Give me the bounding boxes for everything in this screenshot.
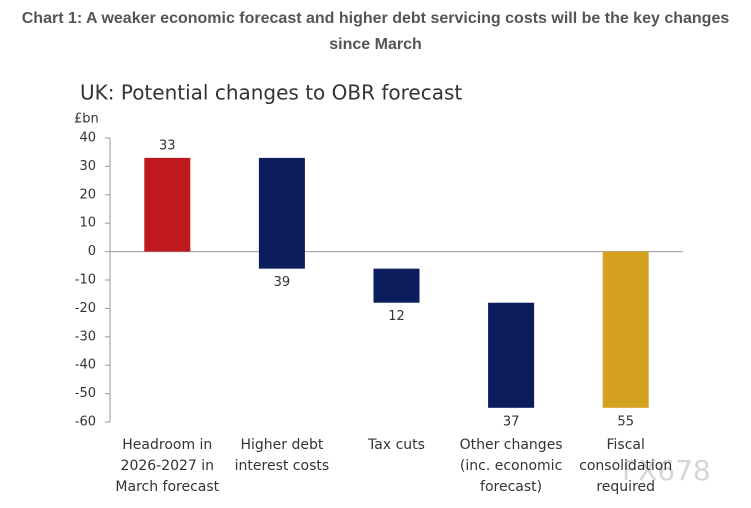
bar: [488, 302, 535, 408]
watermark: FX678: [622, 454, 711, 487]
y-tick-label: 0: [88, 244, 96, 259]
value-label: 39: [274, 275, 291, 290]
value-label: 33: [159, 138, 176, 153]
chart-title: Chart 1: A weaker economic forecast and …: [21, 10, 730, 53]
x-tick-label: March forecast: [115, 479, 219, 495]
y-tick-label: 40: [79, 131, 96, 146]
y-tick-label: 10: [79, 216, 96, 231]
y-tick-label: -20: [75, 301, 96, 316]
y-tick-label: 30: [79, 159, 96, 174]
x-tick-label: consolidation: [579, 458, 672, 474]
value-label: 37: [503, 414, 520, 429]
x-tick-label: Headroom in: [122, 437, 212, 453]
chart-subtitle: UK: Potential changes to OBR forecast: [80, 81, 462, 105]
y-tick-label: -10: [75, 273, 96, 288]
x-tick-label: forecast): [480, 479, 542, 495]
y-tick-label: -60: [75, 415, 96, 430]
x-tick-label: Higher debt: [240, 437, 323, 453]
y-tick-label: -50: [75, 386, 96, 401]
bar: [373, 268, 420, 303]
y-axis-label: £bn: [74, 112, 99, 127]
value-label: 55: [617, 414, 634, 429]
bar: [602, 251, 649, 408]
x-tick-label: 2026-2027 in: [121, 458, 215, 474]
y-tick-label: -40: [75, 358, 96, 373]
bar: [258, 157, 305, 269]
x-tick-label: Other changes: [460, 437, 563, 453]
x-tick-label: required: [596, 479, 655, 495]
x-tick-label: Fiscal: [607, 437, 645, 453]
y-tick-label: 20: [79, 187, 96, 202]
x-tick-label: (inc. economic: [460, 458, 562, 474]
y-tick-label: -30: [75, 329, 96, 344]
x-tick-label: Tax cuts: [367, 437, 425, 453]
value-label: 12: [388, 309, 405, 324]
x-tick-label: interest costs: [235, 458, 330, 474]
bar: [144, 157, 191, 252]
